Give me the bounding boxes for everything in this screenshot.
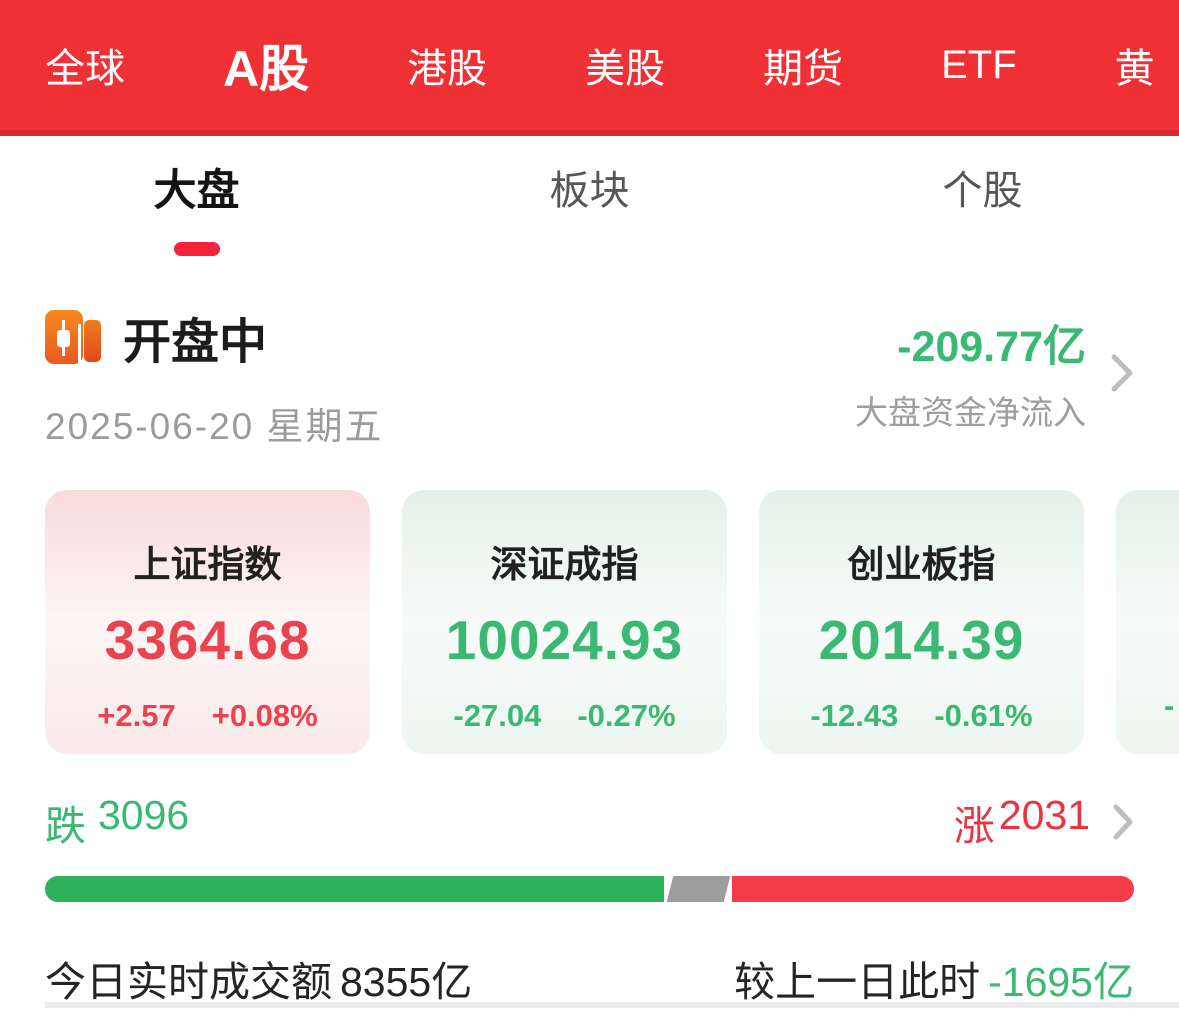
- index-change: -27.04 -0.27%: [453, 698, 676, 733]
- decliners-bar-segment: [45, 876, 664, 902]
- net-capital-flow-link[interactable]: -209.77亿 大盘资金净流入: [855, 312, 1134, 434]
- advancers-bar-segment: [732, 876, 1134, 902]
- nav-tab-etf[interactable]: ETF: [941, 42, 1017, 87]
- decliners-count: 跌 3096: [45, 792, 189, 852]
- nav-tab-us-stocks[interactable]: 美股: [585, 47, 666, 91]
- index-value: 10024.93: [445, 609, 684, 671]
- unchanged-bar-segment: [666, 876, 730, 902]
- clipped-change-fragment: -: [1164, 688, 1175, 723]
- advancers-value: 2031: [998, 792, 1090, 838]
- candlestick-chart-icon: [45, 308, 103, 366]
- turnover-comparison: 较上一日此时 -1695亿: [734, 948, 1134, 1008]
- today-turnover: 今日实时成交额 8355亿: [45, 948, 472, 1008]
- tab-individual-stocks-label: 个股: [942, 169, 1023, 213]
- index-card-shenzhen-component[interactable]: 深证成指 10024.93 -27.04 -0.27%: [402, 490, 727, 754]
- turnover-row: 今日实时成交额 8355亿 较上一日此时 -1695亿: [0, 902, 1179, 1008]
- advancers-label: 涨: [953, 803, 995, 849]
- tab-sectors[interactable]: 板块: [393, 136, 786, 276]
- chevron-right-icon: [1111, 354, 1133, 392]
- index-change: +2.57 +0.08%: [97, 698, 318, 733]
- index-name: 创业板指: [847, 544, 996, 585]
- nav-tab-gold-clipped[interactable]: 黄: [1114, 47, 1155, 91]
- section-tabs: 大盘 板块 个股: [0, 136, 1179, 276]
- index-card-chinext[interactable]: 创业板指 2014.39 -12.43 -0.61%: [759, 490, 1084, 754]
- market-breadth-row: 跌 3096 涨 2031: [0, 754, 1179, 852]
- net-flow-label: 大盘资金净流入: [855, 394, 1086, 431]
- index-name: 上证指数: [133, 544, 282, 585]
- market-open-status: 开盘中: [123, 316, 268, 369]
- index-value: 2014.39: [818, 609, 1025, 671]
- comparison-value: -1695亿: [988, 959, 1134, 1005]
- tab-market-overview-label: 大盘: [153, 167, 240, 215]
- tab-sectors-label: 板块: [549, 169, 630, 213]
- today-turnover-value: 8355亿: [340, 959, 473, 1005]
- advancers-link[interactable]: 涨 2031: [954, 792, 1134, 852]
- net-flow-value: -209.77亿: [897, 323, 1086, 371]
- active-tab-indicator: [173, 242, 220, 256]
- tab-individual-stocks[interactable]: 个股: [786, 136, 1179, 276]
- index-change: -12.43 -0.61%: [810, 698, 1033, 733]
- decliners-value: 3096: [98, 792, 190, 838]
- today-turnover-label: 今日实时成交额: [45, 959, 332, 1005]
- index-name: 深证成指: [490, 544, 639, 585]
- index-value: 3364.68: [104, 609, 311, 671]
- nav-tab-global[interactable]: 全球: [45, 47, 125, 91]
- breadth-ratio-bar: [45, 876, 1134, 902]
- decliners-label: 跌: [45, 803, 86, 849]
- nav-tab-futures[interactable]: 期货: [763, 47, 844, 91]
- index-card-shanghai-composite[interactable]: 上证指数 3364.68 +2.57 +0.08%: [45, 490, 370, 754]
- market-nav: 全球 A股 港股 美股 期货 ETF 黄: [0, 0, 1179, 136]
- index-card-clipped[interactable]: -: [1116, 490, 1179, 754]
- nav-tab-a-shares[interactable]: A股: [223, 41, 310, 97]
- market-status: 开盘中 2025-06-20 星期五: [45, 302, 384, 450]
- nav-tab-hk-stocks[interactable]: 港股: [407, 47, 488, 91]
- comparison-label: 较上一日此时: [734, 959, 981, 1005]
- index-cards-row: 上证指数 3364.68 +2.57 +0.08% 深证成指 10024.93 -…: [0, 450, 1179, 754]
- bottom-divider: [45, 1002, 1179, 1008]
- advancers-count: 涨 2031: [954, 792, 1090, 852]
- trade-date: 2025-06-20 星期五: [45, 406, 384, 447]
- chevron-right-icon: [1113, 804, 1133, 840]
- tab-market-overview[interactable]: 大盘: [0, 136, 393, 276]
- market-status-row: 开盘中 2025-06-20 星期五 -209.77亿 大盘资金净流入: [0, 276, 1179, 450]
